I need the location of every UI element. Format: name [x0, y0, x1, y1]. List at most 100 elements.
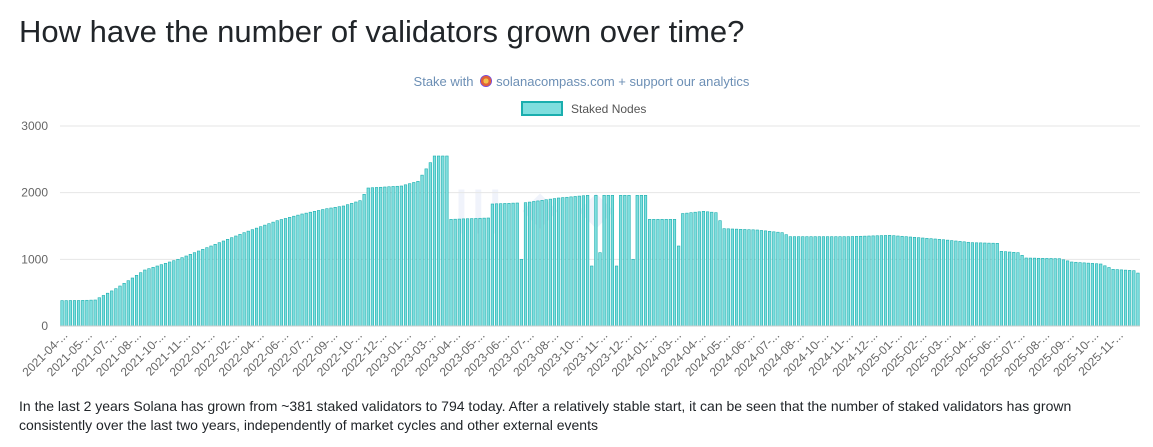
bar: [230, 237, 234, 327]
bar: [139, 272, 143, 327]
bar: [904, 236, 908, 327]
legend-label: Staked Nodes: [571, 101, 647, 116]
bar: [776, 231, 780, 327]
bar: [383, 186, 387, 327]
bar: [374, 187, 379, 327]
y-axis-ticks: 0 1000 2000 3000: [21, 119, 48, 333]
bar: [875, 235, 879, 327]
bar: [1037, 257, 1041, 327]
bar: [1123, 269, 1128, 327]
bar: [288, 217, 292, 327]
bar: [784, 234, 788, 327]
bar: [172, 260, 176, 327]
bar: [648, 219, 652, 327]
bar: [664, 219, 668, 327]
bar: [1115, 269, 1119, 327]
bar: [917, 237, 921, 327]
bar: [259, 226, 263, 327]
bar: [345, 204, 350, 327]
bar: [768, 231, 772, 327]
bar: [180, 257, 184, 327]
bar: [929, 238, 933, 327]
bar: [561, 197, 565, 327]
bar: [321, 209, 325, 327]
bar: [1078, 262, 1082, 327]
bar: [1049, 258, 1053, 327]
bar: [234, 235, 238, 327]
bar: [507, 203, 511, 327]
bars: [60, 155, 1140, 327]
bar: [304, 212, 308, 327]
bar: [1132, 270, 1136, 327]
bar: [1086, 262, 1090, 327]
bar: [1053, 258, 1057, 327]
bar: [424, 168, 428, 327]
bar: [511, 202, 515, 327]
bar: [1008, 251, 1012, 327]
bar: [499, 203, 503, 327]
bar: [792, 236, 797, 327]
bar: [271, 221, 275, 327]
compass-icon: [480, 75, 493, 87]
bar: [354, 201, 358, 327]
bar: [544, 199, 548, 327]
bar: [333, 207, 337, 327]
bar: [606, 195, 610, 327]
bar: [209, 245, 213, 327]
bar: [610, 195, 615, 327]
bar: [366, 187, 370, 327]
stake-site-link[interactable]: solanacompass.com: [496, 74, 615, 89]
bar: [519, 259, 523, 327]
bar: [821, 236, 826, 327]
bar: [809, 236, 813, 327]
bar: [81, 300, 85, 327]
bar: [739, 229, 743, 327]
bar: [958, 241, 962, 327]
bar: [950, 240, 954, 327]
bar: [163, 263, 168, 327]
legend-item-staked-nodes[interactable]: Staked Nodes: [521, 101, 646, 116]
bar: [763, 230, 768, 327]
bar: [987, 242, 991, 327]
bar: [1012, 252, 1016, 327]
bar: [77, 300, 81, 327]
bar: [825, 236, 830, 327]
bar: [72, 300, 77, 327]
y-tick-label: 2000: [21, 186, 48, 200]
bar: [871, 235, 875, 327]
bar: [652, 219, 656, 327]
bar: [1070, 261, 1074, 327]
stake-prefix: Stake with: [413, 74, 474, 89]
bar: [751, 229, 755, 327]
bar: [1045, 258, 1049, 327]
bar: [242, 232, 246, 327]
bar: [337, 206, 341, 327]
bar: [246, 230, 250, 327]
bar: [176, 259, 180, 327]
bar: [846, 236, 850, 327]
bar: [159, 264, 163, 327]
bar: [118, 285, 122, 327]
bar: [945, 239, 950, 327]
bar: [420, 174, 424, 327]
bar: [143, 269, 147, 327]
bar: [317, 210, 321, 327]
bar: [705, 211, 710, 327]
bar: [594, 195, 598, 327]
bar: [954, 240, 958, 327]
bar: [991, 242, 995, 327]
bar: [933, 238, 937, 327]
bar: [445, 155, 449, 327]
bar: [408, 183, 412, 327]
bar: [168, 261, 172, 327]
bar: [681, 213, 685, 327]
bar: [197, 250, 201, 327]
bar: [85, 299, 89, 327]
bar: [888, 235, 892, 327]
bar: [1099, 263, 1103, 327]
bar: [689, 212, 693, 327]
bar: [859, 235, 863, 327]
bar: [921, 237, 925, 327]
bar: [1020, 255, 1024, 327]
bar: [192, 252, 197, 327]
